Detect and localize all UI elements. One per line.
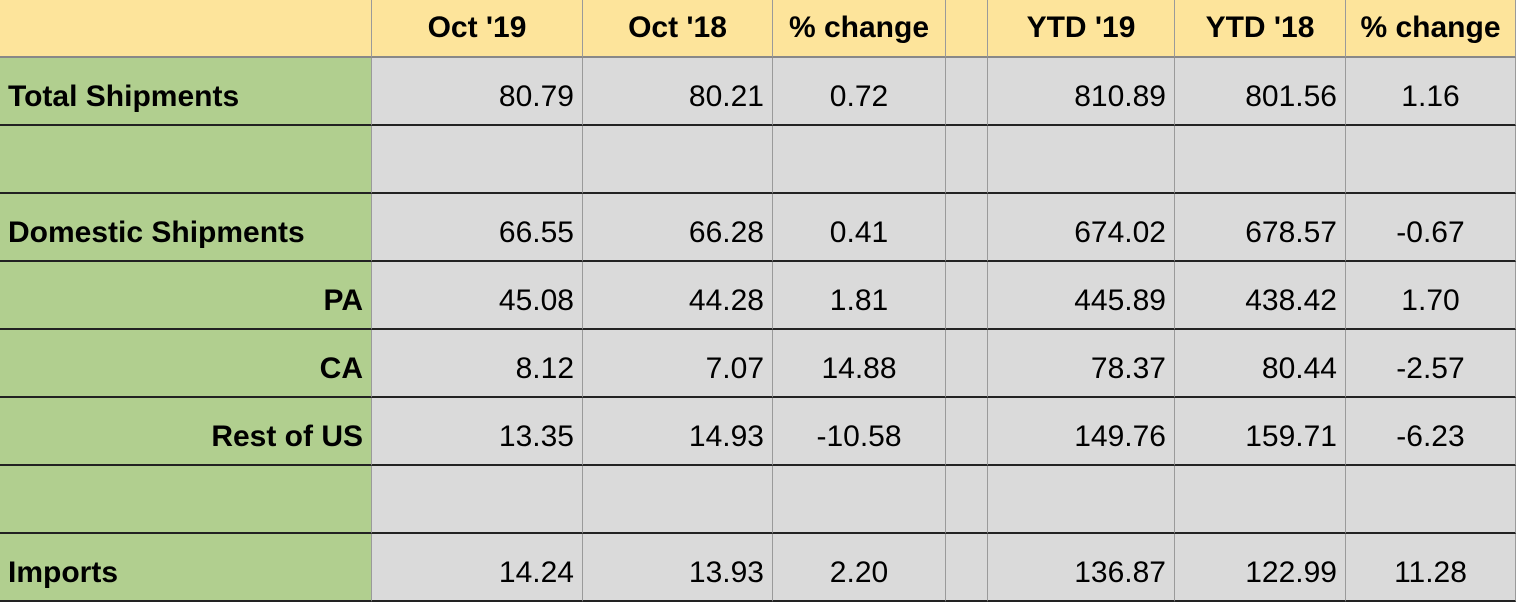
value-cell: -10.58 bbox=[773, 398, 946, 466]
header-corner bbox=[0, 0, 372, 58]
value-cell: 159.71 bbox=[1175, 398, 1346, 466]
label-cell bbox=[0, 466, 372, 534]
value-cell: 149.76 bbox=[988, 398, 1175, 466]
empty-cell bbox=[1346, 126, 1516, 194]
value-cell: 445.89 bbox=[988, 262, 1175, 330]
empty-cell bbox=[1175, 126, 1346, 194]
value-cell: 136.87 bbox=[988, 534, 1175, 602]
value-cell: 8.12 bbox=[372, 330, 583, 398]
column-header: YTD '19 bbox=[988, 0, 1175, 58]
empty-cell bbox=[372, 126, 583, 194]
value-cell: 14.88 bbox=[773, 330, 946, 398]
value-cell: 80.21 bbox=[583, 58, 773, 126]
spacer-cell bbox=[946, 194, 988, 262]
value-cell: 122.99 bbox=[1175, 534, 1346, 602]
spacer-cell bbox=[946, 398, 988, 466]
spacer-cell bbox=[946, 58, 988, 126]
value-cell: 0.41 bbox=[773, 194, 946, 262]
value-cell: 45.08 bbox=[372, 262, 583, 330]
empty-cell bbox=[988, 466, 1175, 534]
spacer-cell bbox=[946, 262, 988, 330]
value-cell: 13.35 bbox=[372, 398, 583, 466]
value-cell: 678.57 bbox=[1175, 194, 1346, 262]
value-cell: 13.93 bbox=[583, 534, 773, 602]
value-cell: 0.72 bbox=[773, 58, 946, 126]
empty-cell bbox=[988, 126, 1175, 194]
column-header: Oct '18 bbox=[583, 0, 773, 58]
value-cell: 80.79 bbox=[372, 58, 583, 126]
value-cell: 810.89 bbox=[988, 58, 1175, 126]
row-label: Domestic Shipments bbox=[0, 194, 372, 262]
row-label: Imports bbox=[0, 534, 372, 602]
column-header: YTD '18 bbox=[1175, 0, 1346, 58]
value-cell: 438.42 bbox=[1175, 262, 1346, 330]
value-cell: 44.28 bbox=[583, 262, 773, 330]
label-cell bbox=[0, 126, 372, 194]
empty-cell bbox=[946, 126, 988, 194]
row-label: PA bbox=[0, 262, 372, 330]
value-cell: 1.16 bbox=[1346, 58, 1516, 126]
value-cell: 801.56 bbox=[1175, 58, 1346, 126]
value-cell: 14.24 bbox=[372, 534, 583, 602]
value-cell: 7.07 bbox=[583, 330, 773, 398]
value-cell: 66.55 bbox=[372, 194, 583, 262]
value-cell: 78.37 bbox=[988, 330, 1175, 398]
row-label: Total Shipments bbox=[0, 58, 372, 126]
empty-cell bbox=[1346, 466, 1516, 534]
empty-cell bbox=[1175, 466, 1346, 534]
empty-cell bbox=[773, 126, 946, 194]
column-header: % change bbox=[1346, 0, 1516, 58]
value-cell: 14.93 bbox=[583, 398, 773, 466]
empty-cell bbox=[583, 126, 773, 194]
spacer-cell bbox=[946, 330, 988, 398]
empty-cell bbox=[946, 466, 988, 534]
value-cell: 66.28 bbox=[583, 194, 773, 262]
value-cell: -0.67 bbox=[1346, 194, 1516, 262]
value-cell: -2.57 bbox=[1346, 330, 1516, 398]
header-spacer bbox=[946, 0, 988, 58]
column-header: % change bbox=[773, 0, 946, 58]
value-cell: 1.70 bbox=[1346, 262, 1516, 330]
column-header: Oct '19 bbox=[372, 0, 583, 58]
value-cell: 1.81 bbox=[773, 262, 946, 330]
row-label: CA bbox=[0, 330, 372, 398]
value-cell: 2.20 bbox=[773, 534, 946, 602]
empty-cell bbox=[583, 466, 773, 534]
spacer-cell bbox=[946, 534, 988, 602]
value-cell: -6.23 bbox=[1346, 398, 1516, 466]
empty-cell bbox=[773, 466, 946, 534]
row-label: Rest of US bbox=[0, 398, 372, 466]
empty-cell bbox=[372, 466, 583, 534]
value-cell: 11.28 bbox=[1346, 534, 1516, 602]
value-cell: 674.02 bbox=[988, 194, 1175, 262]
value-cell: 80.44 bbox=[1175, 330, 1346, 398]
